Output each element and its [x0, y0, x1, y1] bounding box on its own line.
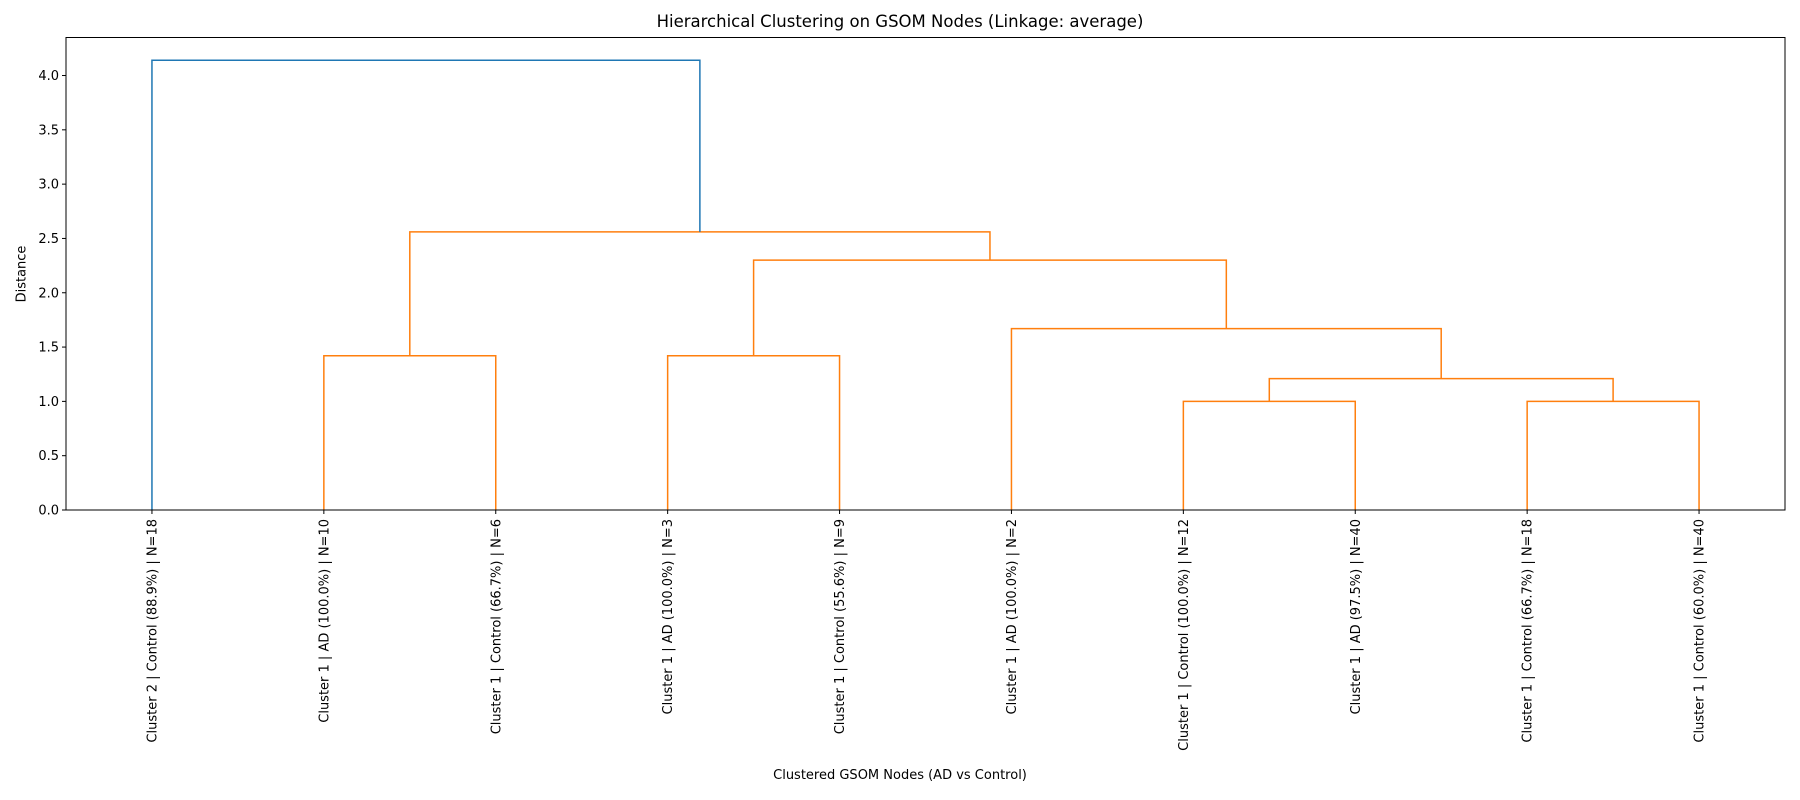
dendrogram-link-L8	[409, 231, 991, 356]
axes-frame	[65, 37, 1786, 511]
y-tick-label: 1.5	[38, 341, 59, 356]
dendrogram-link-L7	[752, 259, 1228, 356]
y-tick-label: 2.5	[38, 232, 59, 247]
leaf-label: Cluster 1 | Control (60.0%) | N=40	[1693, 519, 1708, 743]
leaf-label: Cluster 1 | Control (55.6%) | N=9	[833, 519, 848, 734]
dendrogram-links	[151, 59, 1700, 510]
y-tick-label: 2.0	[38, 286, 59, 301]
leaf-label: Cluster 1 | Control (100.0%) | N=12	[1177, 519, 1192, 751]
leaf-label: Cluster 1 | AD (100.0%) | N=2	[1005, 519, 1020, 714]
x-axis: Cluster 2 | Control (88.9%) | N=18 Cluste…	[145, 510, 1708, 751]
y-tick-label: 1.0	[38, 395, 59, 410]
dendrogram-link-L1	[323, 355, 497, 510]
dendrogram-link-L3	[1182, 400, 1356, 510]
leaf-label: Cluster 1 | AD (100.0%) | N=3	[661, 519, 676, 714]
y-axis: 0.0 0.5 1.0 1.5 2.0 2.5 3.0 3.5 4.0	[38, 69, 66, 519]
dendrogram-link-L9	[151, 59, 701, 510]
y-tick-label: 4.0	[38, 69, 59, 84]
y-tick-label: 3.5	[38, 123, 59, 138]
dendrogram-link-L5	[1268, 377, 1614, 402]
leaf-label: Cluster 1 | Control (66.7%) | N=6	[489, 519, 504, 734]
x-axis-label: Clustered GSOM Nodes (AD vs Control)	[773, 768, 1027, 783]
dendrogram-link-L2	[666, 355, 841, 510]
y-tick-label: 0.5	[38, 449, 59, 464]
leaf-label: Cluster 1 | AD (97.5%) | N=40	[1349, 519, 1364, 714]
chart-title: Hierarchical Clustering on GSOM Nodes (L…	[656, 12, 1144, 31]
y-tick-label: 0.0	[38, 504, 59, 519]
leaf-label: Cluster 1 | AD (100.0%) | N=10	[317, 519, 332, 723]
leaf-label: Cluster 1 | Control (66.7%) | N=18	[1521, 519, 1536, 743]
y-axis-label: Distance	[14, 245, 30, 303]
leaf-label: Cluster 2 | Control (88.9%) | N=18	[145, 519, 160, 743]
y-tick-label: 3.0	[38, 178, 59, 193]
dendrogram-link-L6	[1010, 327, 1442, 510]
dendrogram-link-L4	[1526, 400, 1700, 510]
